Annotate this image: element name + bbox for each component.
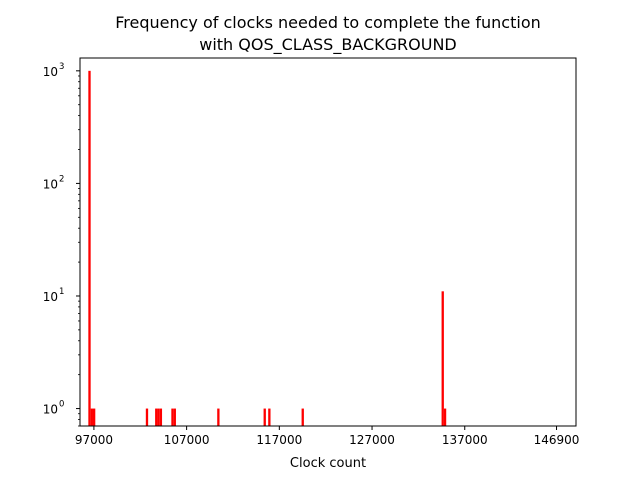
y-tick-label-0: 10 [43, 403, 58, 417]
histogram-bar-10 [263, 408, 266, 426]
histogram-bar-14 [443, 408, 447, 426]
y-tick-label-1: 10 [43, 290, 58, 304]
y-tick-exponent-0: 0 [59, 400, 64, 410]
histogram-bar-1 [90, 408, 93, 426]
y-tick-exponent-3: 3 [59, 62, 64, 72]
chart-title-line2: with QOS_CLASS_BACKGROUND [199, 35, 457, 55]
plot-frame [79, 57, 577, 427]
x-tick-label-5: 146900 [534, 433, 580, 447]
histogram-bar-7 [171, 408, 174, 426]
histogram-bar-5 [157, 408, 160, 426]
histogram-bar-9 [217, 408, 220, 426]
x-axis-label: Clock count [290, 456, 366, 471]
histogram-bar-6 [159, 408, 163, 426]
histogram-bar-2 [92, 408, 96, 426]
x-tick-label-1: 107000 [164, 433, 210, 447]
histogram-bar-0 [88, 70, 91, 426]
x-tick-label-0: 97000 [75, 433, 113, 447]
x-tick-label-2: 117000 [256, 433, 302, 447]
x-tick-label-4: 137000 [442, 433, 488, 447]
chart-title-line1: Frequency of clocks needed to complete t… [115, 13, 541, 32]
histogram-bar-12 [301, 408, 304, 426]
histogram-bar-8 [173, 408, 176, 426]
histogram-bars [88, 70, 447, 426]
x-tick-label-3: 127000 [349, 433, 395, 447]
histogram-bar-3 [145, 408, 149, 426]
x-axis-ticks: 97000 107000 117000 127000 137000 146900 [75, 426, 580, 447]
y-tick-label-3: 10 [43, 65, 58, 79]
histogram-bar-4 [155, 408, 158, 426]
y-tick-label-2: 10 [43, 177, 58, 191]
y-tick-exponent-1: 1 [59, 287, 64, 297]
y-tick-exponent-2: 2 [59, 174, 64, 184]
histogram-bar-13 [441, 291, 444, 426]
histogram-bar-11 [268, 408, 271, 426]
